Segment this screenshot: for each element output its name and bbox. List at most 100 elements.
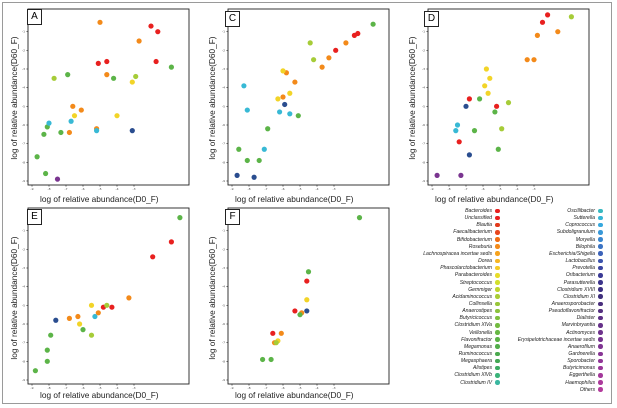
point-d-10: [487, 75, 493, 81]
point-d-1: [539, 19, 546, 25]
point-c-11: [287, 90, 293, 96]
plot-area-d: [427, 8, 590, 186]
panel-label-f: F: [225, 209, 240, 225]
y-tick-label-a-3: -6: [22, 123, 25, 127]
y-tick-label-f-6: -3: [222, 266, 225, 270]
y-tick-label-f-1: -8: [222, 359, 225, 363]
panel-label-e: E: [27, 209, 42, 225]
x-tick-label-e-2: -7: [65, 386, 68, 390]
point-a-29: [54, 176, 61, 182]
point-f-1: [292, 308, 298, 314]
point-c-27: [282, 101, 288, 108]
legend-swatch: [495, 280, 500, 285]
y-tick-label-a-2: -7: [22, 142, 25, 146]
point-f-10: [305, 269, 312, 275]
legend-item: Erysipelotrichaceae incertae sedis: [511, 337, 603, 344]
y-tick-label-d-0: -9: [422, 179, 425, 183]
legend-item-label: Butyricimonas: [563, 365, 595, 372]
point-f-7: [304, 297, 310, 303]
point-c-9: [280, 68, 286, 74]
x-tick-label-f-3: -6: [282, 386, 285, 390]
x-tick-label-d-1: -8: [448, 187, 451, 191]
point-e-10: [104, 302, 110, 308]
x-tick-label-d-3: -6: [482, 187, 485, 191]
legend-swatch: [598, 294, 603, 299]
y-tick-label-f-4: -5: [222, 303, 225, 307]
legend-item: Streptococcus: [408, 280, 500, 287]
legend-item: Lachnospiracea incertae sedis: [408, 251, 500, 258]
legend-item: Alistipes: [408, 365, 500, 372]
legend-item-label: Bacteroides: [465, 208, 492, 214]
point-e-7: [95, 310, 101, 316]
x-tick-label-a-3: -6: [82, 187, 85, 191]
legend-swatch: [598, 308, 603, 314]
legend-item: Anaerostipes: [408, 308, 500, 315]
point-e-17: [32, 368, 38, 374]
point-e-8: [88, 302, 95, 308]
point-d-2: [466, 96, 472, 102]
y-tick-label-c-3: -6: [222, 123, 225, 127]
point-c-10: [275, 96, 281, 102]
x-tick-label-d-2: -7: [465, 187, 468, 191]
y-tick-label-c-7: -2: [222, 48, 225, 52]
legend-swatch: [495, 301, 500, 307]
legend-item-label: Acidaminococcus: [452, 293, 492, 300]
legend-swatch: [495, 215, 500, 221]
y-tick-label-d-2: -7: [422, 142, 425, 146]
legend-swatch: [598, 322, 603, 328]
genus-legend: Bacteroides Unclassified Blautia Faecalibac…: [408, 208, 608, 393]
legend-swatch: [598, 337, 603, 342]
panel-f: -9 -8 -7 -6 -5 -4 -3 -9 -8 -7 -6 -5 -4 -3 -2 -1 F log o…: [207, 205, 393, 400]
legend-swatch: [495, 258, 500, 264]
legend-item-label: Butyricicoccus: [459, 315, 492, 322]
legend-item: Faecalibacterium: [408, 229, 500, 236]
legend-swatch: [598, 272, 603, 278]
legend-item: Sutterella: [511, 215, 603, 222]
legend-item: Prevotella: [511, 265, 603, 272]
panel-e: -9 -8 -7 -6 -5 -4 -3 -9 -8 -7 -6 -5 -4 -3 -2 -1 E log o…: [8, 205, 193, 400]
y-tick-label-e-8: -1: [22, 229, 25, 233]
legend-item-label: Subdoligranulum: [556, 229, 595, 236]
point-a-2: [95, 60, 101, 66]
y-axis-label-a: log of relative abundance(D60_F): [9, 36, 19, 160]
point-a-22: [58, 129, 64, 136]
legend-item: Anaerofilum: [511, 344, 603, 351]
legend-item-label: Collinsella: [468, 300, 492, 307]
y-tick-label-e-4: -5: [22, 303, 25, 307]
y-tick-label-d-5: -4: [422, 86, 425, 90]
legend-item: Megamonas: [408, 344, 500, 351]
point-d-8: [524, 57, 530, 63]
legend-item: Gemmiger: [408, 287, 500, 294]
point-a-13: [114, 113, 120, 119]
legend-item: Bilophila: [511, 244, 603, 251]
point-d-23: [466, 152, 472, 158]
legend-swatch: [598, 301, 603, 307]
point-a-21: [41, 131, 47, 137]
legend-swatch: [495, 373, 500, 378]
legend-item: Oribacterium: [511, 272, 603, 279]
point-e-6: [75, 313, 81, 320]
y-tick-label-a-7: -2: [22, 48, 25, 52]
legend-item: Haemophilus: [511, 380, 603, 387]
point-e-15: [44, 347, 50, 353]
legend-item-label: Blautia: [476, 222, 492, 229]
plot-area-f: [227, 207, 390, 385]
panel-label-c: C: [225, 11, 240, 27]
point-a-7: [104, 72, 110, 78]
y-tick-label-a-8: -1: [22, 30, 25, 34]
legend-item-label: Erysipelotrichaceae incertae sedis: [517, 336, 595, 343]
point-c-18: [256, 157, 262, 164]
x-tick-label-c-4: -5: [299, 187, 302, 191]
point-c-26: [251, 174, 257, 180]
point-f-8: [273, 340, 279, 346]
legend-swatch: [495, 380, 500, 385]
point-f-14: [304, 308, 310, 314]
point-d-3: [494, 103, 500, 109]
legend-item-label: Marvinbryantia: [561, 322, 595, 329]
y-tick-label-e-3: -6: [22, 322, 25, 326]
point-a-18: [111, 75, 117, 81]
point-d-13: [568, 14, 574, 20]
y-tick-label-a-0: -9: [22, 179, 25, 183]
panel-label-a: A: [27, 9, 42, 25]
x-tick-label-f-0: -9: [231, 386, 234, 390]
